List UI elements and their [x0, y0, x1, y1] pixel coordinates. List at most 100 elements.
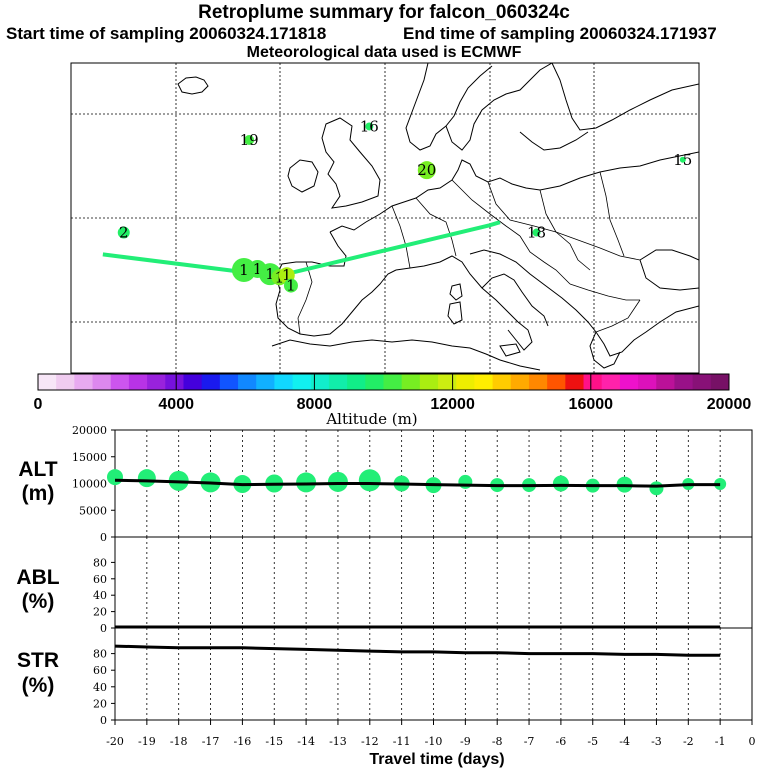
colorbar-cell — [147, 374, 166, 390]
cluster-marker — [532, 228, 541, 237]
altitude-cluster-point — [552, 475, 569, 492]
x-tick-label: -18 — [170, 735, 188, 748]
colorbar-cell — [219, 374, 239, 390]
colorbar-cell — [438, 374, 457, 390]
colorbar-cell — [292, 374, 312, 390]
plume-cluster-markers: 11111119162015182 — [117, 117, 692, 295]
cluster-marker-label: 19 — [240, 131, 259, 149]
colorbar-cell — [619, 374, 639, 390]
colorbar-cell — [401, 374, 421, 390]
y-tick-label: 60 — [93, 664, 107, 677]
coastlines — [177, 63, 699, 371]
y-tick-label: 20 — [93, 697, 107, 710]
y-tick-label: 0 — [100, 622, 107, 635]
x-tick-label: 0 — [749, 735, 756, 748]
colorbar-cell — [528, 374, 548, 390]
colorbar-cell — [510, 374, 530, 390]
y-tick-label: 0 — [100, 714, 107, 727]
colorbar-cell — [110, 374, 130, 390]
page-title: Retroplume summary for falcon_060324c — [198, 2, 570, 23]
colorbar-cell — [656, 374, 675, 390]
x-tick-label: -8 — [492, 735, 503, 748]
cluster-marker — [365, 122, 374, 131]
x-tick-label: -7 — [524, 735, 535, 748]
colorbar-cell — [38, 374, 57, 390]
y-tick-label: 5000 — [79, 504, 107, 517]
x-tick-label: -1 — [715, 735, 726, 748]
y-tick-label: 0 — [100, 531, 107, 544]
colorbar-cell — [183, 374, 203, 390]
abl-unit: (%) — [22, 590, 55, 613]
colorbar-cell — [365, 374, 384, 390]
str-label: STR — [17, 649, 59, 672]
alt-label: ALT — [18, 458, 57, 481]
abl-label: ABL — [16, 566, 59, 589]
cluster-marker — [417, 161, 436, 180]
cluster-marker-label: 2 — [119, 224, 129, 242]
cluster-marker-label: 1 — [253, 260, 263, 278]
y-tick-label: 80 — [93, 648, 107, 661]
cluster-marker-label: 1 — [286, 277, 296, 295]
colorbar-cell — [710, 374, 730, 390]
y-tick-label: 40 — [93, 681, 107, 694]
colorbar-cell — [456, 374, 475, 390]
altitude-cluster-point — [458, 474, 473, 489]
colorbar-cell — [547, 374, 566, 390]
sampling-start-time: Start time of sampling 20060324.171818 — [6, 24, 327, 43]
y-tick-label: 40 — [93, 589, 107, 602]
x-tick-label: -16 — [234, 735, 252, 748]
y-tick-label: 15000 — [72, 451, 107, 464]
colorbar-cell — [328, 374, 348, 390]
colorbar-cell — [638, 374, 657, 390]
x-tick-label: -20 — [106, 735, 124, 748]
colorbar-tick-label: 12000 — [430, 396, 475, 413]
x-axis: -20 -19 -18 -17 -16 -15 -14 -13 -12 -11 -10 -9 -8 -7-… — [106, 720, 756, 748]
cluster-marker-label: 1 — [265, 265, 275, 283]
x-tick-label: -3 — [651, 735, 662, 748]
altitude-colorbar: 0 4000 8000 12000 16000 20000 Altitude (m) — [34, 373, 752, 428]
altitude-cluster-point — [327, 471, 348, 492]
x-tick-label: -15 — [265, 735, 283, 748]
colorbar-cell — [492, 374, 512, 390]
colorbar-cell — [238, 374, 257, 390]
x-tick-label: -4 — [619, 735, 630, 748]
colorbar-cell — [274, 374, 294, 390]
cluster-marker — [117, 226, 130, 239]
altitude-cluster-point — [296, 472, 317, 493]
colorbar-cell — [74, 374, 94, 390]
y-tick-label: 10000 — [72, 478, 107, 491]
colorbar-cell — [565, 374, 585, 390]
altitude-cluster-point — [107, 469, 123, 486]
colorbar-cell — [583, 374, 603, 390]
x-tick-label: -14 — [297, 735, 315, 748]
colorbar-cell — [347, 374, 366, 390]
colorbar-cell — [165, 374, 184, 390]
colorbar-cell — [310, 374, 330, 390]
colorbar-title: Altitude (m) — [325, 410, 417, 428]
cluster-marker — [231, 258, 256, 282]
x-tick-label: -17 — [202, 735, 220, 748]
colorbar-tick-label: 0 — [34, 396, 43, 413]
x-tick-label: -12 — [361, 735, 379, 748]
cluster-marker-label: 15 — [673, 151, 692, 169]
colorbar-tick-label: 16000 — [569, 396, 614, 413]
cluster-marker — [244, 135, 255, 145]
map-panel: 11111119162015182 — [70, 62, 700, 374]
colorbar-tick-label: 4000 — [158, 396, 194, 413]
cluster-marker-label: 16 — [360, 117, 379, 135]
x-tick-label: -6 — [556, 735, 567, 748]
colorbar-cell — [692, 374, 712, 390]
cluster-marker-label: 20 — [417, 161, 436, 179]
colorbar-tick-label: 8000 — [297, 396, 333, 413]
y-tick-label: 20000 — [72, 424, 107, 437]
abl-panel: 80 60 40 20 0 ABL (%) — [16, 536, 753, 635]
altitude-cluster-point — [649, 481, 664, 496]
alt-unit: (m) — [22, 482, 55, 505]
x-tick-label: -11 — [393, 735, 411, 748]
x-tick-label: -9 — [460, 735, 471, 748]
x-tick-label: -10 — [425, 735, 443, 748]
x-tick-label: -2 — [683, 735, 694, 748]
colorbar-tick-label: 20000 — [707, 396, 752, 413]
str-panel: 80 60 40 20 0 STR (%) — [17, 627, 753, 727]
x-tick-label: -13 — [329, 735, 347, 748]
